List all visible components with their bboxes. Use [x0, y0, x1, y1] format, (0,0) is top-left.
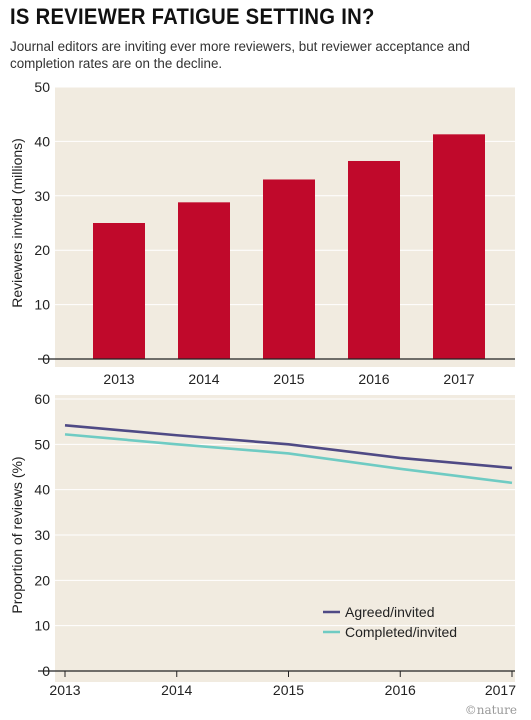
bar-x-tick-label: 2016 — [358, 371, 389, 387]
bar-y-axis-label: Reviewers invited (millions) — [9, 138, 25, 308]
bar-2014 — [178, 202, 230, 359]
line-x-tick-label: 2014 — [161, 682, 192, 698]
series-line-agreed-invited — [64, 423, 513, 470]
bar-y-tick-label: 40 — [34, 133, 50, 149]
bar-2015 — [263, 179, 315, 359]
bar-y-tick-label: 50 — [34, 79, 50, 95]
bar-x-tick-label: 2017 — [443, 371, 474, 387]
line-y-tick-label: 30 — [34, 527, 50, 543]
bar-x-tick-label: 2014 — [188, 371, 219, 387]
line-x-tick-label: 2017 — [485, 682, 516, 698]
line-x-tick-label: 2013 — [49, 682, 80, 698]
chart-subtitle: Journal editors are inviting ever more r… — [10, 39, 470, 71]
bar-2017 — [433, 134, 485, 359]
bar-2016 — [348, 160, 400, 359]
series-line-completed-invited — [64, 433, 513, 485]
bar-2013 — [93, 223, 145, 359]
line-y-tick-label: 40 — [34, 482, 50, 498]
legend-label: Completed/invited — [345, 624, 457, 640]
chart-title: IS REVIEWER FATIGUE SETTING IN? — [10, 4, 375, 29]
bar-y-tick-label: 20 — [34, 242, 50, 258]
line-x-tick-label: 2016 — [385, 682, 416, 698]
bar-x-tick-label: 2013 — [103, 371, 134, 387]
bar-x-tick-label: 2015 — [273, 371, 304, 387]
legend-label: Agreed/invited — [345, 604, 435, 620]
line-y-tick-label: 60 — [34, 391, 50, 407]
nature-credit: ©nature — [465, 703, 517, 717]
line-x-tick-label: 2015 — [273, 682, 304, 698]
bar-y-tick-label: 30 — [34, 188, 50, 204]
line-y-tick-label: 50 — [34, 436, 50, 452]
line-y-tick-label: 20 — [34, 572, 50, 588]
line-y-axis-label: Proportion of reviews (%) — [9, 456, 25, 613]
bar-y-tick-label: 10 — [34, 297, 50, 313]
line-y-tick-label: 10 — [34, 618, 50, 634]
